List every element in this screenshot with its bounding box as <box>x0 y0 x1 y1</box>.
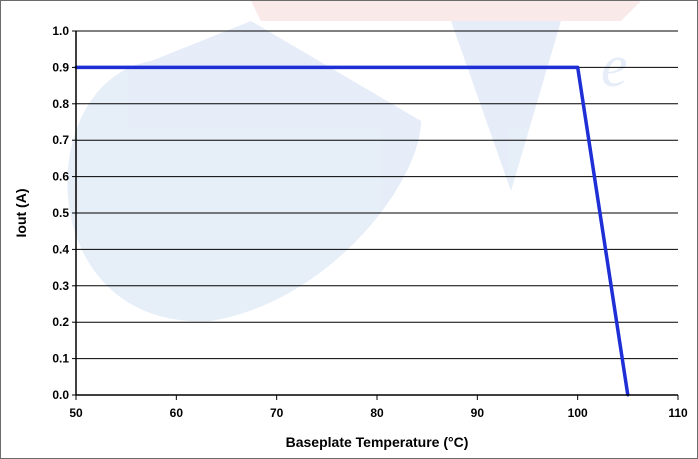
watermark-logo: e <box>67 1 641 322</box>
x-tick-label-1: 60 <box>170 406 184 420</box>
y-tick-label-7: 0.7 <box>52 133 69 147</box>
y-tick-label-6: 0.6 <box>52 170 69 184</box>
x-tick-label-6: 110 <box>668 406 688 420</box>
svg-text:e: e <box>601 33 628 99</box>
x-tick-label-0: 50 <box>69 406 83 420</box>
x-axis-title: Baseplate Temperature (°C) <box>286 434 469 450</box>
y-tick-label-4: 0.4 <box>52 242 69 256</box>
y-tick-label-3: 0.3 <box>52 279 69 293</box>
x-tick-label-5: 100 <box>568 406 588 420</box>
x-tick-label-2: 70 <box>270 406 284 420</box>
y-tick-label-10: 1.0 <box>52 24 69 38</box>
y-axis-title: Iout (A) <box>13 189 29 238</box>
y-tick-label-1: 0.1 <box>52 352 69 366</box>
y-tick-label-9: 0.9 <box>52 60 69 74</box>
x-tick-label-3: 80 <box>370 406 384 420</box>
x-tick-label-4: 90 <box>471 406 485 420</box>
y-tick-labels: 0.0 0.1 0.2 0.3 0.4 0.5 0.6 0.7 0.8 0.9 1.0 <box>52 24 69 402</box>
x-tick-labels: 50 60 70 80 90 100 110 <box>69 406 688 420</box>
axes <box>72 30 679 400</box>
y-tick-label-5: 0.5 <box>52 206 69 220</box>
y-tick-label-0: 0.0 <box>52 388 69 402</box>
data-point-0-1 <box>576 65 580 69</box>
y-tick-label-2: 0.2 <box>52 315 69 329</box>
y-tick-label-8: 0.8 <box>52 97 69 111</box>
